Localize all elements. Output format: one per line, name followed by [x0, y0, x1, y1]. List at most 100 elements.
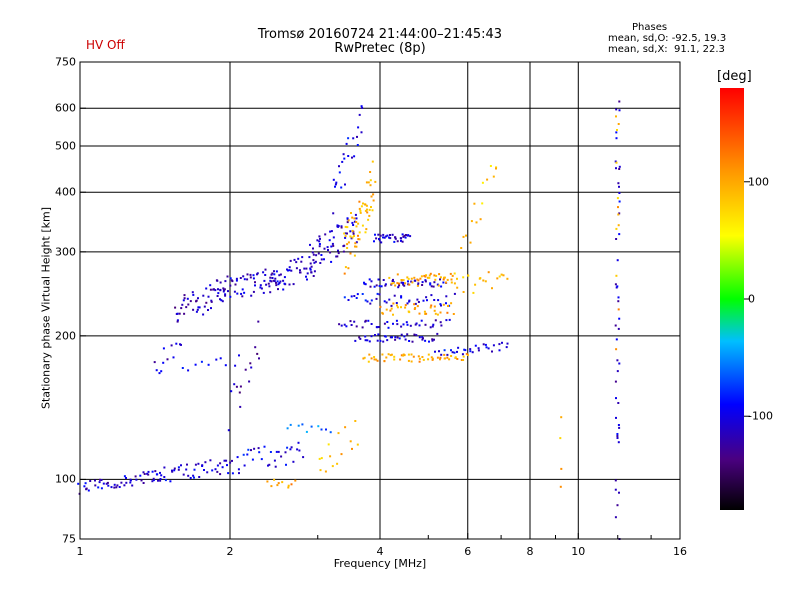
- data-point: [405, 321, 408, 324]
- data-point: [305, 267, 308, 270]
- data-point: [394, 338, 397, 341]
- data-point: [219, 357, 222, 360]
- data-point: [299, 271, 302, 274]
- data-point: [280, 455, 283, 458]
- data-point: [284, 451, 287, 454]
- data-point: [445, 302, 447, 305]
- data-point: [615, 338, 618, 341]
- data-point: [410, 277, 413, 280]
- data-point: [336, 225, 339, 228]
- data-point: [252, 290, 255, 293]
- data-point: [424, 275, 427, 278]
- data-point: [367, 218, 370, 221]
- data-point: [273, 478, 276, 481]
- data-point: [559, 485, 562, 488]
- data-point: [162, 347, 165, 350]
- data-point: [223, 288, 226, 291]
- data-point: [297, 424, 300, 427]
- data-point: [341, 160, 344, 163]
- data-point: [427, 353, 430, 356]
- data-point: [408, 283, 411, 286]
- data-point: [368, 208, 371, 211]
- data-point: [400, 295, 403, 298]
- data-point: [331, 465, 334, 468]
- data-point: [420, 319, 423, 322]
- data-point: [460, 359, 463, 361]
- data-point: [84, 482, 87, 485]
- data-point: [152, 477, 155, 480]
- data-point: [224, 280, 227, 283]
- data-point: [247, 448, 250, 451]
- data-point: [227, 429, 230, 432]
- data-point: [358, 238, 361, 241]
- data-point: [391, 336, 393, 339]
- data-point: [350, 295, 353, 298]
- data-point: [427, 358, 430, 361]
- data-point: [123, 484, 126, 487]
- data-point: [212, 288, 215, 291]
- data-point: [183, 297, 186, 300]
- data-point: [411, 340, 414, 343]
- data-point: [462, 276, 465, 279]
- data-point: [222, 287, 225, 290]
- data-point: [434, 350, 436, 353]
- data-point: [264, 268, 267, 271]
- data-point: [252, 274, 255, 277]
- data-point: [278, 282, 281, 284]
- data-point: [436, 332, 439, 335]
- data-point: [617, 123, 620, 125]
- data-point: [445, 295, 448, 298]
- data-point: [438, 273, 441, 276]
- data-point: [396, 240, 399, 243]
- data-point: [176, 319, 179, 322]
- data-point: [397, 286, 400, 289]
- data-point: [292, 283, 295, 286]
- data-point: [489, 165, 492, 167]
- data-point: [346, 221, 349, 224]
- data-point: [450, 302, 453, 305]
- data-point: [100, 479, 103, 481]
- data-point: [338, 323, 341, 326]
- data-point: [390, 282, 393, 285]
- data-point: [402, 283, 405, 286]
- data-point: [444, 357, 446, 360]
- data-point: [352, 224, 355, 226]
- data-point: [364, 335, 367, 338]
- data-point: [463, 348, 466, 351]
- data-point: [153, 361, 156, 364]
- data-point: [374, 180, 377, 183]
- data-point: [505, 346, 508, 349]
- data-point: [506, 342, 509, 345]
- data-point: [320, 258, 323, 261]
- data-point: [290, 269, 293, 272]
- data-point: [353, 217, 356, 220]
- data-point: [295, 261, 298, 264]
- data-point: [235, 277, 238, 280]
- data-point: [259, 286, 262, 289]
- data-point: [347, 299, 350, 301]
- data-point: [370, 195, 373, 198]
- data-point: [481, 181, 484, 184]
- data-point: [617, 206, 619, 209]
- data-point: [160, 370, 163, 373]
- data-point: [439, 311, 442, 314]
- data-point: [207, 363, 210, 366]
- data-point: [337, 225, 340, 227]
- data-point: [364, 283, 367, 286]
- data-point: [421, 338, 424, 341]
- data-point: [364, 319, 367, 322]
- data-point: [219, 289, 222, 292]
- data-point: [171, 469, 173, 472]
- data-point: [354, 213, 357, 216]
- data-point: [425, 274, 428, 277]
- data-point: [421, 281, 424, 284]
- data-point: [196, 308, 199, 311]
- data-point: [353, 295, 356, 297]
- data-point: [305, 275, 307, 278]
- data-point: [129, 479, 132, 482]
- data-point: [615, 115, 617, 118]
- data-point: [270, 485, 273, 488]
- data-point: [408, 340, 411, 342]
- data-point: [251, 458, 254, 461]
- data-point: [249, 273, 252, 276]
